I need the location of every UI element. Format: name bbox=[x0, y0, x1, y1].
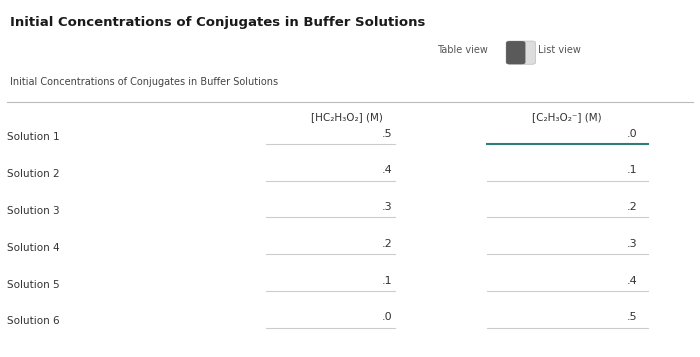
Text: .4: .4 bbox=[382, 165, 392, 175]
Text: .3: .3 bbox=[382, 202, 392, 212]
Text: Table view: Table view bbox=[438, 45, 489, 55]
Text: .4: .4 bbox=[626, 276, 637, 286]
Text: .2: .2 bbox=[382, 239, 392, 249]
Text: Initial Concentrations of Conjugates in Buffer Solutions: Initial Concentrations of Conjugates in … bbox=[10, 16, 425, 29]
Text: .1: .1 bbox=[382, 276, 392, 286]
Text: .0: .0 bbox=[626, 129, 637, 139]
FancyBboxPatch shape bbox=[506, 41, 526, 64]
Text: Initial Concentrations of Conjugates in Buffer Solutions: Initial Concentrations of Conjugates in … bbox=[10, 77, 278, 87]
Text: .5: .5 bbox=[382, 129, 392, 139]
Text: Solution 2: Solution 2 bbox=[7, 169, 60, 179]
Text: .5: .5 bbox=[626, 312, 637, 322]
Text: List view: List view bbox=[538, 45, 580, 55]
Text: Solution 5: Solution 5 bbox=[7, 280, 60, 290]
Text: [HC₂H₃O₂] (M): [HC₂H₃O₂] (M) bbox=[311, 112, 382, 122]
Text: .1: .1 bbox=[626, 165, 637, 175]
Text: .3: .3 bbox=[626, 239, 637, 249]
Text: Solution 1: Solution 1 bbox=[7, 132, 60, 142]
Text: .0: .0 bbox=[382, 312, 392, 322]
Text: Solution 4: Solution 4 bbox=[7, 243, 60, 253]
Text: .2: .2 bbox=[626, 202, 637, 212]
Text: Solution 3: Solution 3 bbox=[7, 206, 60, 216]
Text: [C₂H₃O₂⁻] (M): [C₂H₃O₂⁻] (M) bbox=[532, 112, 602, 122]
Text: Solution 6: Solution 6 bbox=[7, 316, 60, 326]
FancyBboxPatch shape bbox=[506, 41, 536, 64]
